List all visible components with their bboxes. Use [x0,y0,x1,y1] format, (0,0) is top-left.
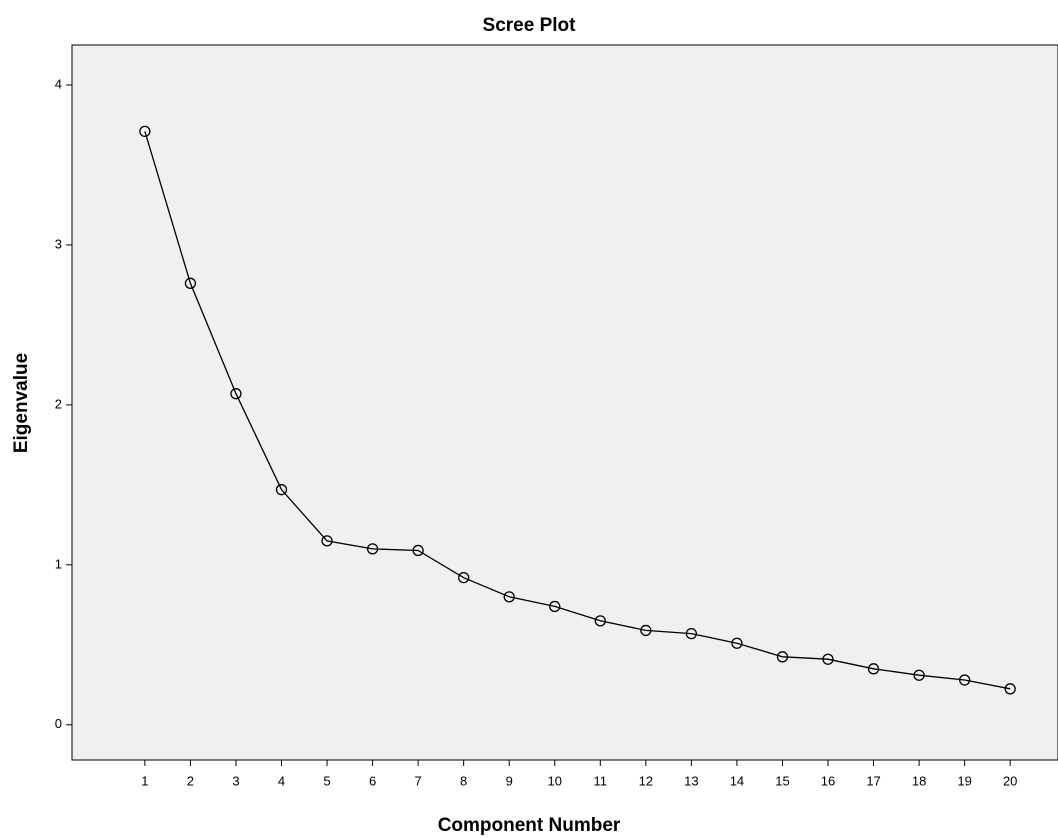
x-tick-label: 14 [730,773,744,788]
point [640,624,652,637]
x-tick-label: 4 [278,773,285,788]
x-tick-label: 12 [639,773,653,788]
x-tick-label: 11 [594,773,608,788]
x-tick-label: 6 [369,773,376,788]
x-tick-label: 10 [548,773,562,788]
y-tick-label: 3 [55,236,62,251]
point [776,651,789,663]
point [503,591,515,603]
chart-title: Scree Plot [483,15,577,36]
x-tick-label: 20 [1003,773,1017,788]
point [549,600,561,613]
point [184,277,197,289]
x-tick-label: 7 [415,773,422,788]
x-tick-label: 2 [187,773,194,788]
y-tick-label: 0 [55,716,62,731]
x-tick-label: 9 [506,773,513,788]
y-tick-label: 4 [55,76,62,91]
point [822,653,834,665]
point [412,544,424,557]
point [594,615,606,627]
x-tick-label: 17 [866,773,880,788]
point [230,388,242,400]
y-tick-label: 1 [55,556,62,571]
x-tick-label: 1 [141,773,148,788]
x-tick-label: 5 [323,773,330,788]
point [913,669,925,681]
x-tick-label: 19 [957,773,971,788]
point [139,125,151,138]
point [731,637,743,649]
y-axis-label: Eigenvalue [11,353,32,453]
point [366,543,379,555]
x-tick-label: 3 [232,773,239,788]
x-axis-label: Component Number [438,815,621,836]
y-tick-label: 2 [55,396,62,411]
point [685,627,698,640]
plot-area [71,44,1058,761]
x-tick-label: 18 [912,773,926,788]
point [1004,683,1016,695]
point [867,663,880,675]
line [144,131,1011,690]
x-tick-label: 15 [775,773,789,788]
x-tick-label: 13 [684,773,698,788]
point [275,484,288,496]
x-tick-label: 8 [460,773,467,788]
x-tick-label: 16 [821,773,835,788]
point [458,572,470,584]
point [958,674,971,686]
point [321,535,333,547]
